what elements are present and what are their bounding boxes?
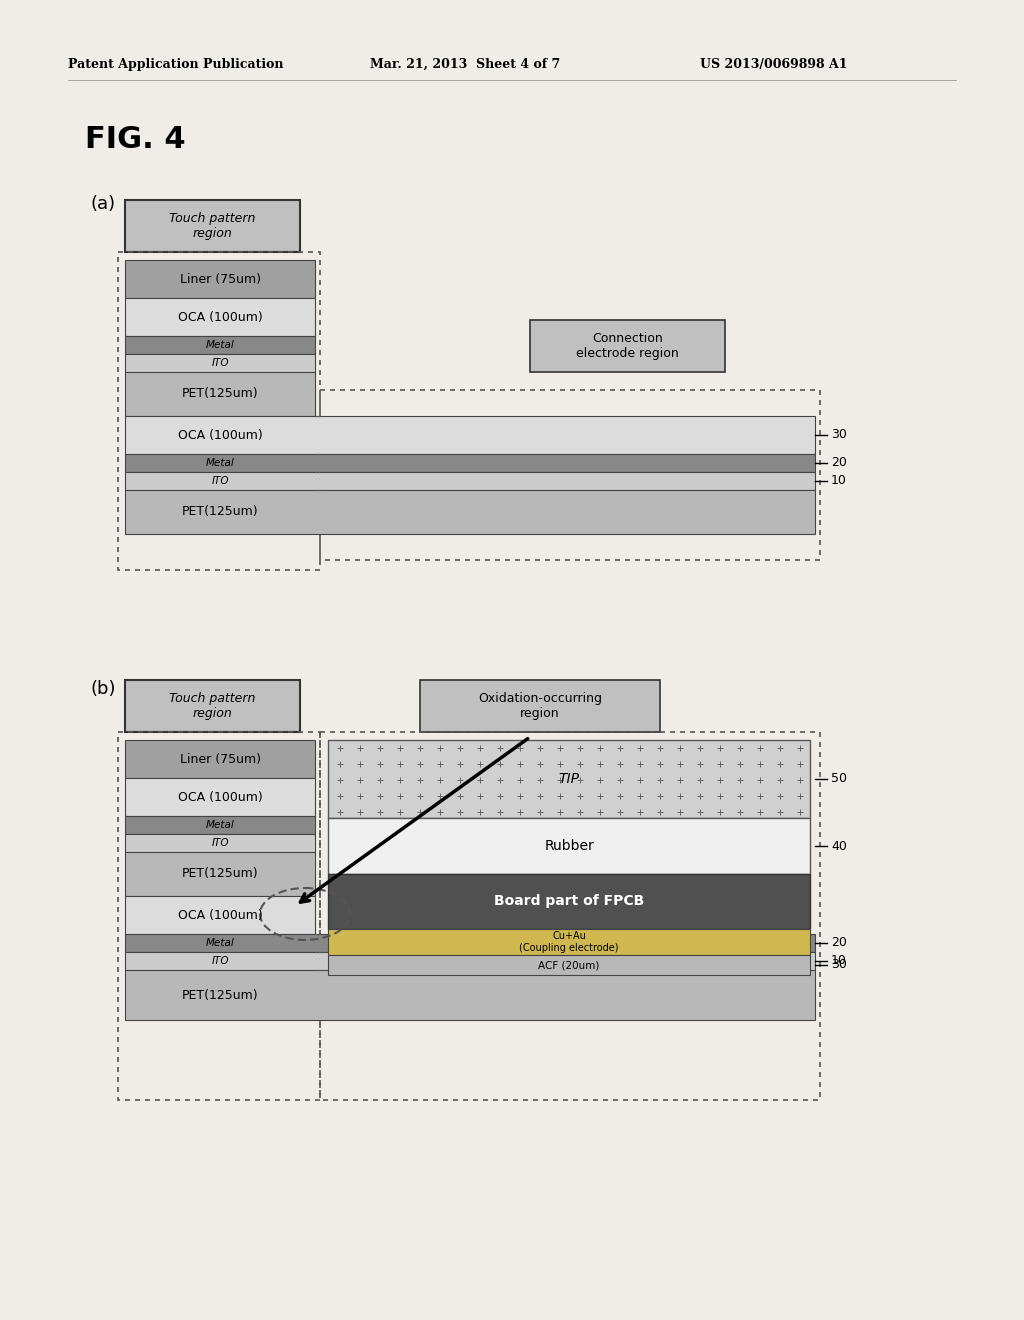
Text: US 2013/0069898 A1: US 2013/0069898 A1 xyxy=(700,58,848,71)
Bar xyxy=(125,952,815,970)
Text: 10: 10 xyxy=(831,954,847,968)
Bar xyxy=(125,970,815,1020)
Text: Rubber: Rubber xyxy=(544,840,594,853)
Text: OCA (100um): OCA (100um) xyxy=(177,791,262,804)
Bar xyxy=(125,816,315,834)
Text: ITO: ITO xyxy=(211,358,228,368)
Bar xyxy=(125,260,315,298)
Bar xyxy=(125,354,315,372)
Bar xyxy=(328,741,810,818)
Text: Patent Application Publication: Patent Application Publication xyxy=(68,58,284,71)
Bar xyxy=(125,490,815,535)
Bar xyxy=(125,201,300,252)
Text: 20: 20 xyxy=(831,936,847,949)
Text: Metal: Metal xyxy=(206,341,234,350)
Bar xyxy=(125,777,315,816)
Bar xyxy=(125,741,315,777)
Text: ITO: ITO xyxy=(211,956,228,966)
Bar xyxy=(328,818,810,874)
Text: ACF (20um): ACF (20um) xyxy=(539,960,600,970)
Text: OCA (100um): OCA (100um) xyxy=(177,310,262,323)
Text: PET(125um): PET(125um) xyxy=(181,388,258,400)
Text: PET(125um): PET(125um) xyxy=(181,867,258,880)
Text: (a): (a) xyxy=(90,195,115,213)
Bar xyxy=(319,733,820,1100)
Text: Metal: Metal xyxy=(206,820,234,830)
Text: Metal: Metal xyxy=(206,939,234,948)
Bar xyxy=(328,954,810,975)
Bar xyxy=(125,416,815,454)
Bar xyxy=(328,929,810,954)
Bar xyxy=(420,680,660,733)
Bar xyxy=(118,252,319,570)
Text: 10: 10 xyxy=(831,474,847,487)
Text: Touch pattern
region: Touch pattern region xyxy=(169,692,256,719)
Text: Board part of FPCB: Board part of FPCB xyxy=(494,895,644,908)
Bar xyxy=(125,298,315,337)
Text: PET(125um): PET(125um) xyxy=(181,506,258,519)
Bar xyxy=(125,680,300,733)
Text: Metal: Metal xyxy=(206,458,234,469)
Bar xyxy=(125,851,315,896)
Text: ITO: ITO xyxy=(211,477,228,486)
Bar xyxy=(125,372,315,416)
Text: 30: 30 xyxy=(831,958,847,972)
Text: Touch pattern
region: Touch pattern region xyxy=(169,213,256,240)
Bar xyxy=(125,473,815,490)
Text: 50: 50 xyxy=(831,772,847,785)
Bar xyxy=(125,454,815,473)
Text: OCA (100um): OCA (100um) xyxy=(177,429,262,441)
Bar xyxy=(125,337,315,354)
Text: (b): (b) xyxy=(90,680,116,698)
Text: Mar. 21, 2013  Sheet 4 of 7: Mar. 21, 2013 Sheet 4 of 7 xyxy=(370,58,560,71)
Bar xyxy=(328,874,810,929)
Text: Connection
electrode region: Connection electrode region xyxy=(577,333,679,360)
Text: OCA (100um): OCA (100um) xyxy=(177,908,262,921)
Text: PET(125um): PET(125um) xyxy=(181,989,258,1002)
Text: FIG. 4: FIG. 4 xyxy=(85,125,185,154)
Text: Oxidation-occurring
region: Oxidation-occurring region xyxy=(478,692,602,719)
Text: 40: 40 xyxy=(831,840,847,853)
Text: Cu+Au
(Coupling electrode): Cu+Au (Coupling electrode) xyxy=(519,931,618,953)
Bar xyxy=(319,389,820,560)
Bar xyxy=(530,319,725,372)
Text: Liner (75um): Liner (75um) xyxy=(179,752,260,766)
Text: 30: 30 xyxy=(831,429,847,441)
Text: 20: 20 xyxy=(831,457,847,470)
Bar xyxy=(118,733,319,1100)
Text: Liner (75um): Liner (75um) xyxy=(179,272,260,285)
Bar xyxy=(125,935,815,952)
Bar xyxy=(125,896,315,935)
Text: TIP: TIP xyxy=(558,772,580,785)
Text: ITO: ITO xyxy=(211,838,228,847)
Bar xyxy=(125,834,315,851)
